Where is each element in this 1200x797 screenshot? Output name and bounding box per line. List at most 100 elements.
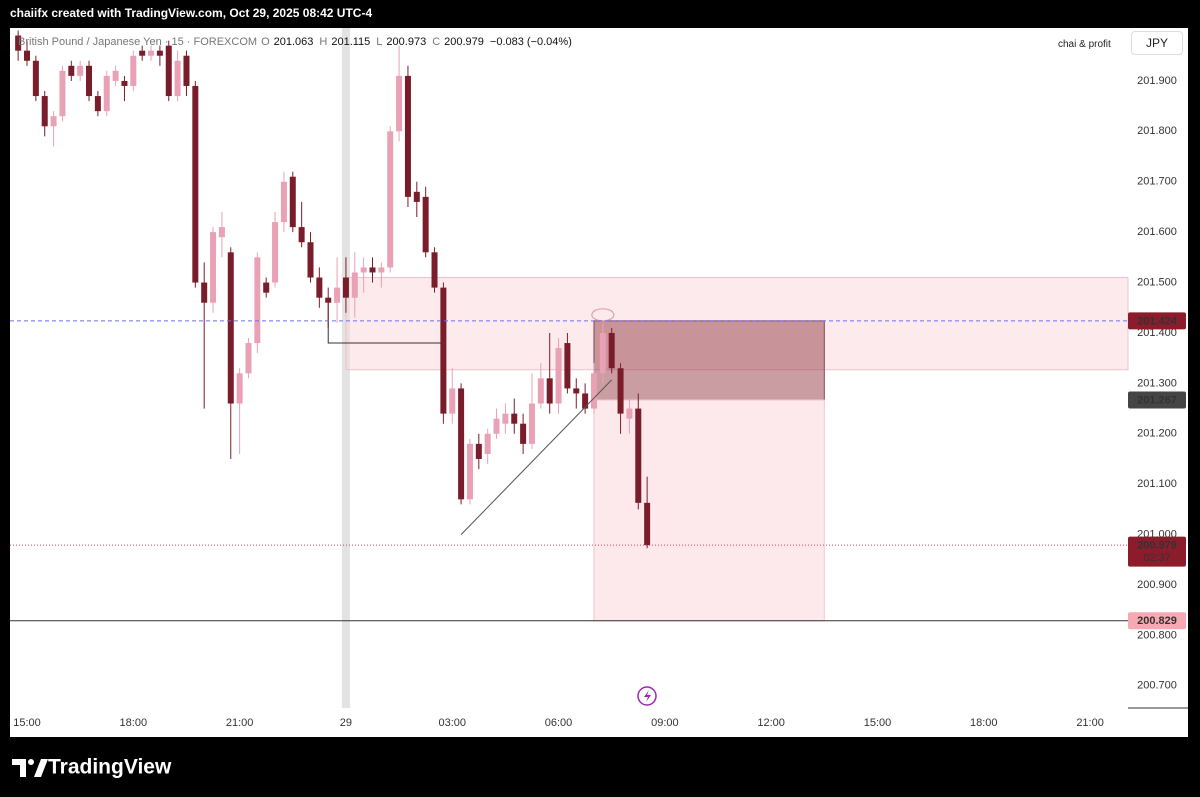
brand-name: TradingView — [48, 756, 172, 779]
x-tick-label: 21:00 — [226, 717, 254, 729]
touch-marker — [591, 308, 615, 322]
y-tick-label: 200.900 — [1137, 579, 1177, 591]
price-label: 200.979 — [1137, 540, 1177, 552]
candle-body — [218, 227, 225, 238]
candle-body — [94, 96, 101, 112]
ohlc-value: 200.973 — [386, 36, 427, 48]
symbol-name: British Pound / Japanese Yen · 15 · FORE… — [18, 36, 258, 48]
candle-body — [41, 96, 48, 127]
candle-body — [387, 131, 394, 268]
price-label: 201.267 — [1137, 394, 1177, 406]
candle-body — [112, 70, 119, 81]
candle-body — [431, 252, 438, 288]
candle-body — [103, 75, 110, 112]
price-label: 200.829 — [1137, 615, 1177, 627]
symbol-legend: British Pound / Japanese Yen · 15 · FORE… — [18, 36, 574, 48]
candle-body — [342, 277, 349, 298]
candle-body — [50, 116, 57, 127]
alert-icon — [637, 686, 657, 706]
candle-body — [369, 267, 376, 273]
candle-body — [475, 443, 482, 459]
candle-body — [493, 418, 500, 434]
candle-body — [573, 388, 580, 394]
candle-body — [422, 196, 429, 253]
y-tick-label: 201.900 — [1137, 75, 1177, 87]
trend-line — [460, 379, 613, 535]
candle-body — [582, 393, 589, 409]
candle-body — [555, 348, 562, 404]
x-tick-label: 29 — [340, 717, 352, 729]
candle-body — [564, 343, 571, 389]
y-tick-label: 201.500 — [1137, 276, 1177, 288]
candle-body — [280, 181, 287, 223]
y-tick-label: 201.600 — [1137, 226, 1177, 238]
y-tick-label: 201.100 — [1137, 478, 1177, 490]
candle-body — [378, 267, 385, 273]
currency-button[interactable]: JPY — [1131, 31, 1183, 55]
candle-body — [174, 60, 181, 97]
candle-body — [617, 368, 624, 414]
candle-body — [360, 267, 367, 273]
candle-body — [511, 413, 518, 424]
candle-body — [644, 502, 651, 546]
ohlc-key: C — [432, 36, 441, 48]
candle-body — [86, 65, 93, 97]
price-label-bg — [1128, 391, 1186, 409]
price-label-bg — [1128, 312, 1186, 330]
y-tick-label: 201.300 — [1137, 377, 1177, 389]
y-tick-label: 201.400 — [1137, 327, 1177, 339]
candle-body — [165, 45, 172, 97]
account-name[interactable]: chai & profit — [1058, 39, 1111, 50]
candle-body — [289, 176, 296, 228]
x-tick-label: 09:00 — [651, 717, 679, 729]
candle-body — [520, 423, 527, 444]
x-tick-label: 03:00 — [438, 717, 466, 729]
ohlc-value: 201.063 — [273, 36, 314, 48]
ohlc-key: O — [261, 36, 270, 48]
candle-body — [316, 277, 323, 298]
ohlc-key: L — [376, 36, 383, 48]
candle-body — [298, 227, 305, 243]
price-change: −0.083 (−0.04%) — [489, 36, 572, 48]
candle-body — [458, 388, 465, 500]
candle-body — [502, 413, 509, 424]
zone — [593, 320, 825, 401]
candle-body — [59, 70, 66, 117]
x-tick-label: 18:00 — [970, 717, 998, 729]
header-text: chaiifx created with TradingView.com, Oc… — [10, 6, 372, 20]
ohlc-value: 201.115 — [331, 36, 371, 48]
bar-countdown: 02:37 — [1143, 552, 1171, 564]
candle-body — [351, 272, 358, 298]
candle-body — [590, 373, 597, 409]
candle-body — [183, 55, 190, 86]
x-tick-label: 21:00 — [1076, 717, 1104, 729]
candle-body — [32, 60, 39, 97]
ohlc-value: 200.979 — [444, 36, 484, 48]
x-tick-label: 18:00 — [120, 717, 148, 729]
candle-body — [24, 50, 31, 61]
candle-body — [15, 35, 22, 51]
candle-body — [396, 75, 403, 132]
candle-body — [130, 55, 137, 86]
y-tick-label: 201.200 — [1137, 428, 1177, 440]
y-tick-label: 200.800 — [1137, 629, 1177, 641]
candle-body — [626, 408, 633, 419]
candle-body — [148, 50, 155, 56]
y-tick-label: 201.800 — [1137, 125, 1177, 137]
candle-body — [546, 378, 553, 404]
candle-body — [334, 287, 341, 303]
candle-body — [263, 282, 270, 293]
price-label-bg — [1128, 612, 1186, 630]
price-label-bg — [1128, 536, 1186, 567]
candle-body — [192, 85, 199, 283]
candle-body — [156, 50, 163, 56]
candle-body — [201, 282, 208, 303]
candle-body — [210, 232, 217, 303]
candle-body — [449, 388, 456, 414]
price-label: 201.424 — [1137, 315, 1178, 327]
candle-body — [77, 65, 84, 76]
candle-body — [325, 297, 332, 303]
candle-body — [440, 287, 447, 414]
